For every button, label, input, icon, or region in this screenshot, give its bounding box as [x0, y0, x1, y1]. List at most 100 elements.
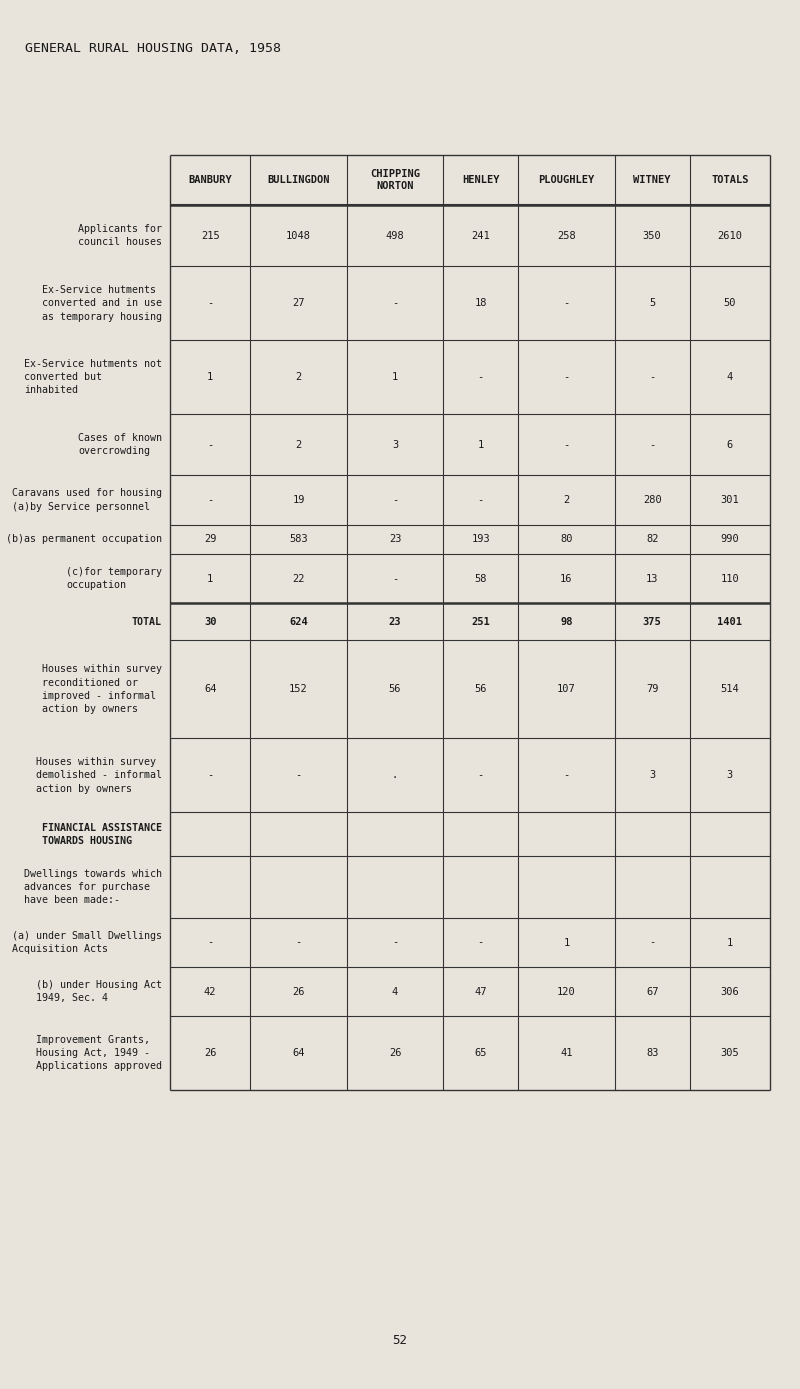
- Text: Caravans used for housing
(a)by Service personnel: Caravans used for housing (a)by Service …: [12, 489, 162, 511]
- Text: PLOUGHLEY: PLOUGHLEY: [538, 175, 594, 185]
- Text: -: -: [649, 440, 655, 450]
- Text: -: -: [478, 494, 484, 506]
- Text: -: -: [295, 771, 302, 781]
- Text: 498: 498: [386, 231, 404, 240]
- Text: 375: 375: [642, 617, 662, 626]
- Text: 1401: 1401: [718, 617, 742, 626]
- Text: 50: 50: [723, 299, 736, 308]
- Text: 27: 27: [292, 299, 305, 308]
- Text: 13: 13: [646, 574, 658, 583]
- Text: 305: 305: [721, 1049, 739, 1058]
- Text: -: -: [207, 771, 214, 781]
- Text: -: -: [649, 372, 655, 382]
- Text: 16: 16: [560, 574, 573, 583]
- Text: 583: 583: [289, 535, 308, 544]
- Text: -: -: [392, 574, 398, 583]
- Text: -: -: [563, 440, 570, 450]
- Text: .: .: [392, 771, 398, 781]
- Text: 30: 30: [204, 617, 217, 626]
- Text: BULLINGDON: BULLINGDON: [267, 175, 330, 185]
- Text: 1: 1: [392, 372, 398, 382]
- Text: -: -: [207, 299, 214, 308]
- Text: BANBURY: BANBURY: [188, 175, 232, 185]
- Text: -: -: [563, 299, 570, 308]
- Text: Applicants for
council houses: Applicants for council houses: [78, 224, 162, 247]
- Text: 2: 2: [563, 494, 570, 506]
- Text: 26: 26: [292, 986, 305, 997]
- Text: 107: 107: [557, 685, 576, 694]
- Text: -: -: [207, 938, 214, 947]
- Text: 152: 152: [289, 685, 308, 694]
- Text: 301: 301: [721, 494, 739, 506]
- Text: 120: 120: [557, 986, 576, 997]
- Text: -: -: [563, 771, 570, 781]
- Text: 1: 1: [207, 574, 214, 583]
- Text: -: -: [563, 372, 570, 382]
- Text: 280: 280: [642, 494, 662, 506]
- Text: 2: 2: [295, 372, 302, 382]
- Text: -: -: [478, 938, 484, 947]
- Text: CHIPPING
NORTON: CHIPPING NORTON: [370, 169, 420, 192]
- Text: 41: 41: [560, 1049, 573, 1058]
- Text: (a) under Small Dwellings
Acquisition Acts: (a) under Small Dwellings Acquisition Ac…: [12, 931, 162, 954]
- Text: 56: 56: [474, 685, 487, 694]
- Text: -: -: [392, 938, 398, 947]
- Text: 1: 1: [563, 938, 570, 947]
- Text: -: -: [478, 372, 484, 382]
- Text: 22: 22: [292, 574, 305, 583]
- Text: -: -: [478, 771, 484, 781]
- Text: 1048: 1048: [286, 231, 311, 240]
- Text: 514: 514: [721, 685, 739, 694]
- Text: 3: 3: [649, 771, 655, 781]
- Text: Houses within survey
reconditioned or
improved - informal
action by owners: Houses within survey reconditioned or im…: [42, 664, 162, 714]
- Text: 1: 1: [478, 440, 484, 450]
- Text: 350: 350: [642, 231, 662, 240]
- Text: 2: 2: [295, 440, 302, 450]
- Text: 215: 215: [201, 231, 219, 240]
- Text: 6: 6: [726, 440, 733, 450]
- Text: 306: 306: [721, 986, 739, 997]
- Text: HENLEY: HENLEY: [462, 175, 499, 185]
- Text: 65: 65: [474, 1049, 487, 1058]
- Text: 193: 193: [471, 535, 490, 544]
- Text: 79: 79: [646, 685, 658, 694]
- Text: 241: 241: [471, 231, 490, 240]
- Text: 26: 26: [204, 1049, 217, 1058]
- Text: Ex-Service hutments
converted and in use
as temporary housing: Ex-Service hutments converted and in use…: [42, 285, 162, 321]
- Text: 3: 3: [726, 771, 733, 781]
- Text: 26: 26: [389, 1049, 402, 1058]
- Text: -: -: [207, 494, 214, 506]
- Text: 56: 56: [389, 685, 402, 694]
- Text: 47: 47: [474, 986, 487, 997]
- Text: -: -: [392, 299, 398, 308]
- Text: 1: 1: [207, 372, 214, 382]
- Text: Ex-Service hutments not
converted but
inhabited: Ex-Service hutments not converted but in…: [24, 358, 162, 396]
- Text: 52: 52: [393, 1333, 407, 1346]
- Text: 98: 98: [560, 617, 573, 626]
- Text: GENERAL RURAL HOUSING DATA, 1958: GENERAL RURAL HOUSING DATA, 1958: [25, 42, 281, 56]
- Text: -: -: [392, 494, 398, 506]
- Text: TOTAL: TOTAL: [132, 617, 162, 626]
- Text: (b)as permanent occupation: (b)as permanent occupation: [6, 535, 162, 544]
- Text: 29: 29: [204, 535, 217, 544]
- Text: Improvement Grants,
Housing Act, 1949 -
Applications approved: Improvement Grants, Housing Act, 1949 - …: [36, 1035, 162, 1071]
- Text: (c)for temporary
occupation: (c)for temporary occupation: [66, 567, 162, 590]
- Text: -: -: [295, 938, 302, 947]
- Text: Dwellings towards which
advances for purchase
have been made:-: Dwellings towards which advances for pur…: [24, 870, 162, 906]
- Text: 80: 80: [560, 535, 573, 544]
- Text: 258: 258: [557, 231, 576, 240]
- Text: -: -: [649, 938, 655, 947]
- Text: 4: 4: [726, 372, 733, 382]
- Text: 5: 5: [649, 299, 655, 308]
- Text: 23: 23: [389, 617, 402, 626]
- Text: 1: 1: [726, 938, 733, 947]
- Text: TOTALS: TOTALS: [711, 175, 749, 185]
- Text: 2610: 2610: [718, 231, 742, 240]
- Text: 19: 19: [292, 494, 305, 506]
- Text: -: -: [207, 440, 214, 450]
- Text: 18: 18: [474, 299, 487, 308]
- Text: 23: 23: [389, 535, 402, 544]
- Text: 990: 990: [721, 535, 739, 544]
- Text: 3: 3: [392, 440, 398, 450]
- Text: 83: 83: [646, 1049, 658, 1058]
